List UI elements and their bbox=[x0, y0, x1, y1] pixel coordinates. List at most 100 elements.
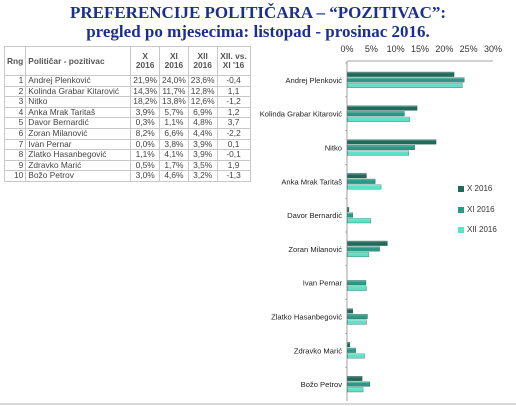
bar-xii bbox=[347, 218, 372, 224]
row-name: Božo Petrov bbox=[25, 170, 132, 182]
bar-xii bbox=[347, 387, 364, 393]
bar-x bbox=[347, 308, 354, 314]
bar-highlight bbox=[347, 314, 368, 316]
bar-highlight bbox=[347, 381, 370, 383]
category-label: Zoran Milanović bbox=[288, 245, 342, 254]
bar-xii bbox=[347, 184, 382, 190]
bar-highlight bbox=[347, 376, 363, 378]
bar-highlight bbox=[347, 246, 380, 248]
bar-highlight bbox=[347, 207, 349, 209]
bar-highlight bbox=[347, 150, 409, 152]
category-label: Davor Bernardić bbox=[287, 211, 342, 220]
category-label: Zlatko Hasanbegović bbox=[271, 313, 342, 322]
bar-xi bbox=[347, 381, 371, 387]
category-label: Nitko bbox=[325, 144, 342, 153]
bar-highlight bbox=[347, 387, 364, 389]
bar-highlight bbox=[347, 105, 418, 107]
bar-xi bbox=[347, 111, 405, 117]
legend-label: XII 2016 bbox=[467, 225, 497, 234]
legend-label: XI 2016 bbox=[467, 205, 495, 214]
legend-label: X 2016 bbox=[467, 184, 493, 193]
bar-highlight bbox=[347, 286, 367, 288]
header-xi: XI 2016 bbox=[159, 46, 189, 76]
category-label: Anka Mrak Taritaš bbox=[281, 177, 342, 186]
legend-swatch bbox=[458, 226, 464, 233]
bar-highlight bbox=[347, 212, 353, 214]
bar-xii bbox=[347, 319, 367, 325]
category-label: Kolinda Grabar Kitarović bbox=[260, 110, 343, 119]
bar-highlight bbox=[347, 83, 463, 85]
bar-highlight bbox=[347, 308, 353, 310]
bar-xii bbox=[347, 353, 365, 359]
bar-highlight bbox=[347, 280, 366, 282]
bar-xii bbox=[347, 252, 370, 257]
table-row: 10 Božo Petrov 3,0% 4,6% 3,2% -1,3 bbox=[3, 170, 251, 182]
header-x: X 2016 bbox=[130, 46, 161, 76]
bar-x bbox=[347, 240, 388, 246]
table-header-row: Rng Političar - pozitivac X 2016 XI 2016… bbox=[3, 46, 251, 76]
bar-highlight bbox=[347, 111, 405, 113]
bar-xii bbox=[347, 83, 463, 88]
table-row: 1 Andrej Plenković 21,9% 24,0% 23,6% -0,4 bbox=[3, 75, 251, 87]
header-diff: XII. vs. XI '16 bbox=[216, 46, 251, 76]
bar-xi bbox=[347, 347, 356, 353]
table-row: 2 Kolinda Grabar Kitarović 14,3% 11,7% 12,8%… bbox=[3, 85, 251, 98]
table-row: 8 Zlatko Hasanbegović 1,1% 4,1% 3,9% -0,1 bbox=[3, 149, 251, 161]
bar-xi bbox=[347, 280, 367, 286]
bar-highlight bbox=[347, 252, 369, 254]
category-label: Božo Petrov bbox=[301, 380, 343, 389]
bar-x bbox=[347, 105, 418, 111]
bar-highlight bbox=[347, 145, 415, 147]
bar-highlight bbox=[347, 319, 367, 321]
header-rank: Rng bbox=[3, 46, 27, 76]
x-tick-label: 15% bbox=[411, 44, 429, 54]
bar-xi bbox=[347, 212, 354, 218]
bar-x bbox=[347, 139, 437, 145]
header-name: Političar - pozitivac bbox=[25, 46, 132, 76]
bar-highlight bbox=[347, 353, 365, 355]
x-tick-label: 30% bbox=[484, 44, 502, 54]
bar-xi bbox=[347, 314, 368, 319]
legend-swatch bbox=[458, 185, 464, 192]
x-tick-label: 25% bbox=[460, 44, 478, 54]
table-row: 9 Zdravko Marić 0,5% 1,7% 3,5% 1,9 bbox=[3, 159, 251, 172]
bar-highlight bbox=[347, 173, 367, 175]
bar-xii bbox=[347, 285, 367, 291]
bar-highlight bbox=[347, 184, 382, 186]
table-row: 6 Zoran Milanović 8,2% 6,6% 4,4% -2,2 bbox=[3, 127, 251, 140]
bar-xi bbox=[347, 178, 376, 184]
bar-x bbox=[347, 376, 363, 381]
legend-item: X 2016 bbox=[458, 184, 492, 193]
bar-x bbox=[347, 173, 367, 179]
chart-title: PREFERENCIJE POLITIČARA – “POZITIVAC”: bbox=[69, 3, 447, 22]
bar-highlight bbox=[347, 342, 350, 344]
chart-subtitle: pregled po mjesecima: listopad - prosina… bbox=[86, 22, 430, 41]
bar-x bbox=[347, 71, 455, 77]
bar-highlight bbox=[347, 218, 371, 220]
x-tick-label: 20% bbox=[435, 44, 453, 54]
x-tick-label: 0% bbox=[340, 44, 353, 54]
legend-item: XII 2016 bbox=[458, 225, 497, 234]
category-label: Zdravko Marić bbox=[294, 346, 342, 355]
x-tick-label: 10% bbox=[387, 44, 405, 54]
divider bbox=[0, 403, 516, 405]
bar-highlight bbox=[347, 117, 410, 119]
bar-xi bbox=[347, 246, 380, 252]
bar-highlight bbox=[347, 348, 356, 350]
legend-swatch bbox=[458, 206, 464, 213]
bar-xii bbox=[347, 116, 410, 122]
bar-highlight bbox=[347, 72, 455, 74]
category-label: Andrej Plenković bbox=[285, 76, 342, 85]
x-tick-label: 5% bbox=[365, 44, 378, 54]
bar-xi bbox=[347, 145, 415, 150]
legend-item: XI 2016 bbox=[458, 205, 495, 214]
bar-highlight bbox=[347, 241, 388, 243]
category-label: Ivan Pernar bbox=[303, 279, 343, 288]
row-diff: -1,3 bbox=[216, 170, 251, 182]
ranking-table: Rng Političar - pozitivac X 2016 XI 2016… bbox=[3, 46, 251, 182]
bar-xi bbox=[347, 77, 465, 83]
bar-x bbox=[347, 342, 351, 348]
row-rank: 10 bbox=[3, 170, 27, 182]
bar-highlight bbox=[347, 179, 376, 181]
